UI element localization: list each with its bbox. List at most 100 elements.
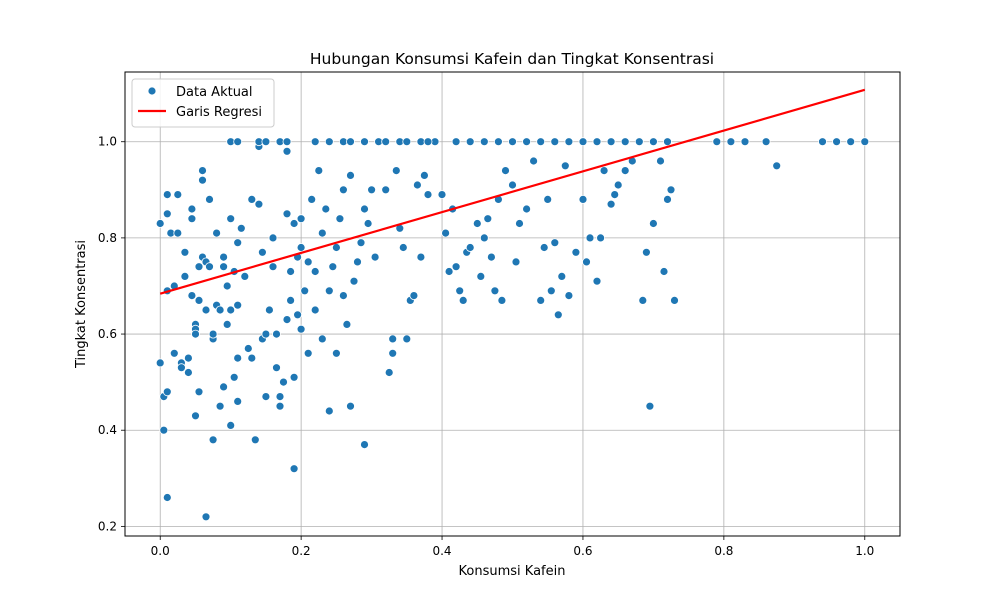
data-point — [370, 252, 380, 262]
data-point — [247, 353, 257, 363]
data-point — [233, 300, 243, 310]
data-point — [381, 137, 391, 147]
legend-label-data-aktual: Data Aktual — [176, 85, 253, 100]
data-point — [832, 137, 841, 147]
data-point — [592, 276, 602, 286]
data-point — [663, 194, 672, 204]
data-point — [303, 257, 313, 267]
data-point — [423, 137, 433, 147]
data-point — [381, 185, 391, 195]
data-point — [222, 281, 232, 291]
y-tick-label: 1.0 — [98, 135, 117, 149]
data-point — [314, 166, 324, 176]
data-point — [268, 262, 278, 272]
data-point — [582, 257, 591, 267]
data-point — [451, 137, 461, 147]
data-point — [191, 411, 200, 421]
data-point — [423, 190, 433, 200]
data-point — [176, 363, 186, 373]
data-point — [663, 137, 672, 147]
data-point — [162, 190, 172, 200]
data-point — [233, 353, 243, 363]
data-point — [391, 166, 401, 176]
data-point — [162, 387, 172, 397]
data-point — [159, 425, 169, 435]
legend: Data Aktual Garis Regresi — [131, 78, 275, 128]
data-point — [324, 137, 334, 147]
data-point — [275, 401, 285, 411]
data-point — [508, 180, 517, 190]
data-point — [596, 233, 605, 243]
data-point — [479, 137, 489, 147]
data-point — [331, 348, 341, 358]
data-point — [620, 137, 630, 147]
data-point — [296, 243, 306, 252]
data-point — [634, 137, 644, 147]
data-point — [564, 137, 574, 147]
data-point — [606, 137, 616, 147]
chart-title: Hubungan Konsumsi Kafein dan Tingkat Kon… — [310, 50, 714, 68]
data-point — [656, 156, 665, 166]
data-point — [183, 368, 193, 377]
data-point — [360, 440, 369, 450]
data-point — [444, 267, 454, 276]
data-point — [649, 219, 658, 228]
data-point — [613, 180, 623, 190]
regression-line — [159, 88, 866, 295]
data-point — [317, 228, 327, 238]
data-point — [250, 435, 260, 445]
data-point — [451, 262, 461, 272]
data-point — [645, 401, 655, 411]
data-point — [416, 252, 426, 262]
data-point — [257, 247, 267, 257]
data-point — [360, 137, 369, 147]
y-tick-label: 0.6 — [98, 327, 117, 341]
y-axis-ticks: 0.2 0.4 0.6 0.8 1.0 — [98, 135, 125, 533]
data-point — [183, 353, 193, 363]
data-point — [282, 315, 292, 325]
data-point — [247, 194, 257, 204]
data-point — [226, 214, 236, 224]
data-point — [772, 161, 782, 171]
data-point — [486, 252, 496, 262]
data-point — [493, 137, 503, 147]
data-point — [310, 267, 320, 276]
data-point — [465, 243, 475, 252]
data-point — [564, 291, 574, 301]
data-point — [761, 137, 771, 147]
data-point — [508, 137, 517, 147]
legend-label-garis-regresi: Garis Regresi — [176, 105, 262, 120]
data-point — [338, 291, 348, 301]
x-tick-label: 0.6 — [573, 544, 592, 558]
data-point — [289, 464, 299, 474]
data-point — [173, 190, 183, 200]
data-point — [497, 295, 507, 305]
data-point — [222, 319, 232, 329]
data-point — [465, 137, 475, 147]
data-point — [272, 329, 281, 339]
data-point — [388, 348, 398, 358]
data-point — [606, 199, 616, 209]
data-point — [384, 368, 394, 377]
data-point — [289, 219, 299, 228]
data-point — [187, 291, 197, 301]
data-point — [346, 170, 355, 180]
data-point — [501, 166, 510, 176]
data-point — [356, 238, 366, 248]
data-point — [261, 392, 271, 402]
data-point — [846, 137, 856, 147]
plot-area-frame — [124, 71, 901, 537]
data-point — [455, 286, 465, 296]
data-point — [483, 214, 493, 224]
data-point — [363, 219, 373, 228]
data-point — [412, 180, 422, 190]
scatter-points — [155, 137, 870, 522]
data-point — [515, 219, 524, 228]
x-tick-label: 0.8 — [714, 544, 733, 558]
data-point — [353, 257, 362, 267]
y-tick-label: 0.4 — [98, 423, 117, 437]
data-point — [201, 512, 211, 522]
data-point — [155, 358, 165, 368]
data-point — [328, 262, 338, 272]
